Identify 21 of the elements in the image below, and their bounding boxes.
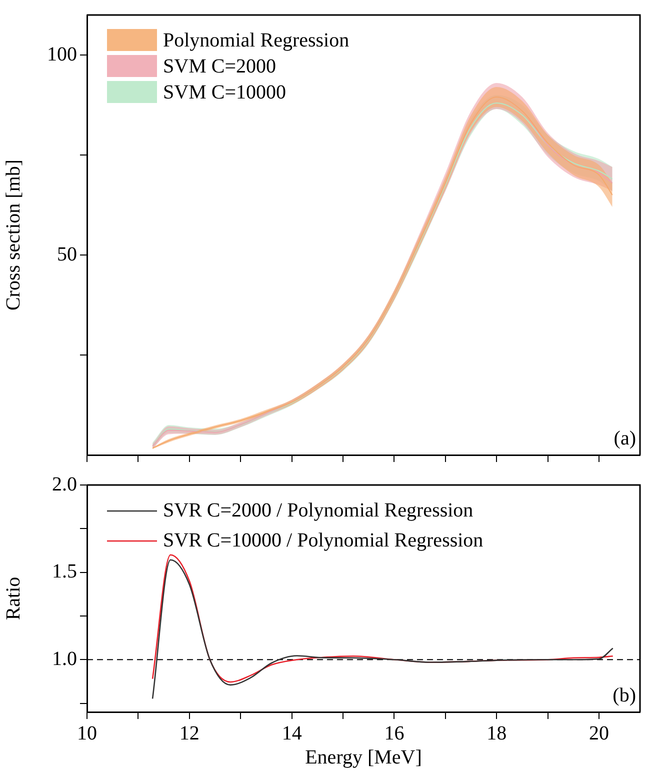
- y-tick-label: 2.0: [52, 473, 77, 496]
- x-tick-label: 20: [589, 722, 610, 744]
- legend-label: Polynomial Regression: [163, 29, 350, 52]
- legend-label: SVM C=10000: [163, 81, 286, 104]
- x-axis-title: Energy [MeV]: [305, 746, 422, 768]
- annotation: (a): [614, 427, 636, 450]
- y-tick-label: 1.0: [52, 648, 77, 670]
- y-axis-title: Ratio: [2, 576, 24, 620]
- y-axis-title: Cross section [mb]: [2, 159, 24, 311]
- x-tick-label: 10: [77, 722, 97, 744]
- legend-label: SVM C=2000: [163, 55, 276, 78]
- y-tick-label: 1.5: [52, 560, 77, 583]
- y-tick-label: 50: [57, 243, 77, 266]
- y-tick-label: 100: [47, 43, 77, 66]
- x-tick-label: 18: [486, 722, 507, 744]
- x-tick-label: 16: [384, 722, 404, 744]
- annotation: (b): [612, 684, 636, 706]
- legend-label: SVR C=10000 / Polynomial Regression: [163, 529, 484, 552]
- legend-label: SVR C=2000 / Polynomial Regression: [163, 499, 474, 522]
- x-tick-label: 12: [179, 722, 200, 744]
- x-tick-label: 14: [282, 722, 302, 744]
